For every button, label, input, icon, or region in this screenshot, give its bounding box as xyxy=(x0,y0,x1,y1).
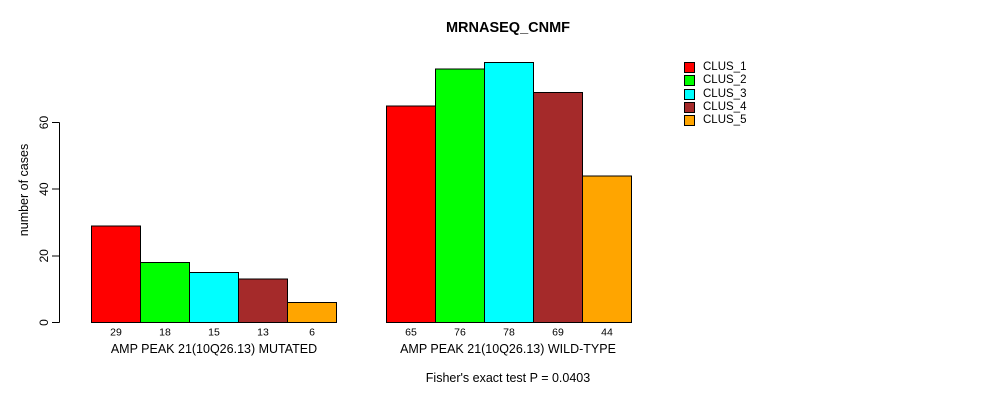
bar xyxy=(386,105,436,324)
bar-value-label: 29 xyxy=(110,327,122,339)
x-group-label-wild-type: AMP PEAK 21(10Q26.13) WILD-TYPE xyxy=(400,342,616,356)
bar-value-label: 6 xyxy=(309,327,315,339)
y-tick-label: 60 xyxy=(37,116,51,130)
fisher-test-annotation: Fisher's exact test P = 0.0403 xyxy=(425,371,591,385)
bar xyxy=(140,262,190,323)
legend-label: CLUS_3 xyxy=(703,87,747,100)
bar xyxy=(238,278,288,323)
legend-item: CLUS_1 xyxy=(684,61,746,74)
bar-value-label: 69 xyxy=(552,327,564,339)
legend-swatch xyxy=(684,75,695,87)
legend-item: CLUS_3 xyxy=(684,88,746,101)
legend-item: CLUS_2 xyxy=(684,74,746,87)
bar-value-label: 65 xyxy=(405,327,417,339)
x-group-label-mutated: AMP PEAK 21(10Q26.13) MUTATED xyxy=(110,342,318,356)
legend: CLUS_1 CLUS_2 CLUS_3 CLUS_4 CLUS_5 xyxy=(684,61,746,127)
bar xyxy=(484,62,534,323)
y-tick-label: 0 xyxy=(37,319,51,326)
bar xyxy=(287,302,337,323)
y-tick-label: 20 xyxy=(37,249,51,263)
bar xyxy=(189,272,239,323)
legend-label: CLUS_4 xyxy=(703,101,747,114)
legend-item: CLUS_4 xyxy=(684,101,746,114)
bar-value-label: 18 xyxy=(159,327,171,339)
bar-value-label: 78 xyxy=(503,327,515,339)
legend-swatch xyxy=(684,88,695,100)
bar xyxy=(533,92,583,323)
chart-title: MRNASEQ_CNMF xyxy=(445,20,571,36)
bar xyxy=(435,68,485,323)
legend-swatch xyxy=(684,62,695,74)
bar-value-label: 76 xyxy=(454,327,466,339)
legend-swatch xyxy=(684,115,695,127)
y-tick-label: 40 xyxy=(37,182,51,196)
legend-label: CLUS_2 xyxy=(703,74,747,87)
bar xyxy=(91,225,141,323)
bar-value-label: 13 xyxy=(257,327,269,339)
legend-item: CLUS_5 xyxy=(684,114,746,127)
legend-label: CLUS_1 xyxy=(703,61,747,74)
bar-value-label: 15 xyxy=(208,327,220,339)
legend-label: CLUS_5 xyxy=(703,114,747,127)
bar-value-label: 44 xyxy=(601,327,613,339)
legend-swatch xyxy=(684,102,695,114)
bar xyxy=(582,175,632,323)
